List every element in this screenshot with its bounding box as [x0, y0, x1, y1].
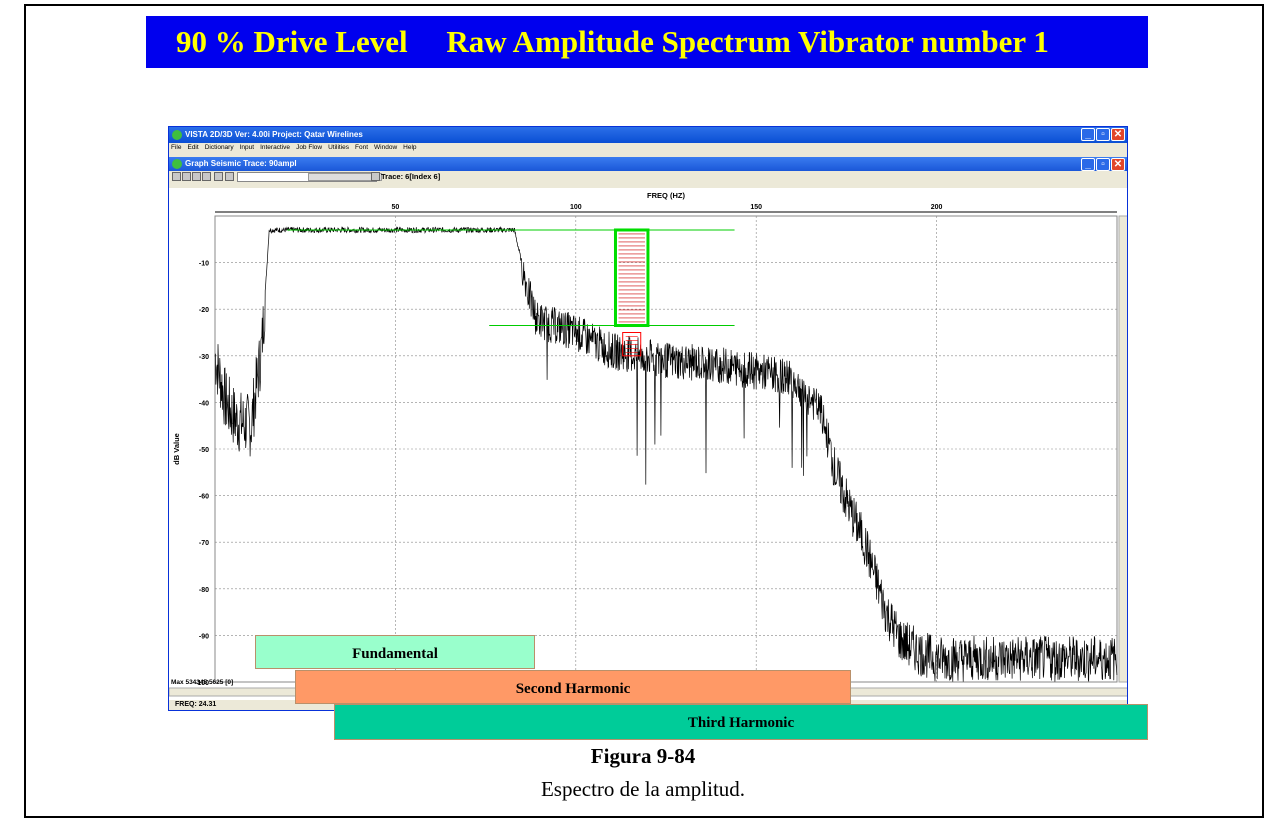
second-harmonic-band: Second Harmonic	[295, 670, 851, 704]
options-tool-icon[interactable]	[214, 172, 223, 181]
y-axis-label: dB Value	[172, 433, 181, 465]
x-tick-label: 100	[570, 204, 582, 211]
close-icon[interactable]: ✕	[1111, 128, 1125, 141]
y-tick-label: -20	[199, 307, 209, 314]
y-tick-label: -50	[199, 447, 209, 454]
close-icon[interactable]: ✕	[1111, 158, 1125, 171]
scroll-right-icon[interactable]	[371, 172, 380, 181]
spectrum-series-line	[214, 226, 1118, 682]
x-tick-label: 50	[392, 204, 400, 211]
print-tool-icon[interactable]	[202, 172, 211, 181]
window-controls: _ ▫ ✕	[1081, 128, 1125, 141]
menu-item-file[interactable]: File	[171, 144, 182, 151]
y-tick-label: -80	[199, 587, 209, 594]
minimize-icon[interactable]: _	[1081, 158, 1095, 171]
y-tick-label: -70	[199, 540, 209, 547]
figure-caption: Espectro de la amplitud.	[540, 777, 746, 801]
zoom-tool-icon[interactable]	[172, 172, 181, 181]
page-banner: 90 % Drive Level Raw Amplitude Spectrum …	[146, 16, 1148, 68]
menu-item-window[interactable]: Window	[374, 144, 398, 151]
y-tick-label: -60	[199, 494, 209, 501]
marker-box	[613, 228, 650, 328]
subwindow-controls: _ ▫ ✕	[1081, 158, 1125, 171]
restore-icon[interactable]: ▫	[1096, 158, 1110, 171]
spectrum-chart[interactable]: FREQ (HZ) 50 100 150 200 -10 -20 -30 -40 -50 -60 -7…	[169, 188, 1128, 702]
trace-scroll-thumb[interactable]	[308, 173, 382, 181]
subwindow-titlebar: Graph Seismic Trace: 90ampl _ ▫ ✕	[169, 157, 1127, 171]
y-tick-label: -40	[199, 400, 209, 407]
scroll-left-icon[interactable]	[225, 172, 234, 181]
menu-item-input[interactable]: Input	[239, 144, 255, 151]
dynamic-range-marker	[613, 228, 650, 328]
x-axis-label: FREQ (HZ)	[647, 191, 685, 200]
restore-icon[interactable]: ▫	[1096, 128, 1110, 141]
menu-item-help[interactable]: Help	[403, 144, 417, 151]
vertical-scrollbar	[1118, 215, 1127, 683]
menu-item-edit[interactable]: Edit	[187, 144, 199, 151]
menu-item-dictionary[interactable]: Dictionary	[204, 144, 234, 151]
y-tick-label: -90	[199, 633, 209, 640]
fundamental-band: Fundamental	[255, 635, 535, 669]
menu-item-font[interactable]: Font	[355, 144, 369, 151]
menu-bar: File Edit Dictionary Input Interactive Job Fl…	[169, 143, 1127, 153]
graph-toolbar: Trace: 6[Index 6]	[169, 171, 1127, 183]
pan-tool-icon[interactable]	[182, 172, 191, 181]
subwindow-title: Graph Seismic Trace: 90ampl	[185, 159, 297, 168]
max-label: Max 534345.5625 [0]	[171, 679, 233, 686]
marker-box	[622, 332, 642, 357]
trace-label: Trace: 6[Index 6]	[381, 172, 441, 181]
menu-item-job-flow[interactable]: Job Flow	[296, 144, 323, 151]
menu-item-interactive[interactable]: Interactive	[260, 144, 291, 151]
app-icon	[172, 130, 182, 140]
menu-item-utilities[interactable]: Utilities	[328, 144, 350, 151]
x-tick-label: 200	[931, 204, 943, 211]
trace-scrollbar[interactable]	[237, 172, 382, 182]
app-title: VISTA 2D/3D Ver: 4.00i Project: Qatar Wi…	[185, 130, 363, 139]
y-tick-label: -10	[199, 261, 209, 268]
y-tick-label: -30	[199, 354, 209, 361]
measure-tool-icon[interactable]	[192, 172, 201, 181]
vista-window: VISTA 2D/3D Ver: 4.00i Project: Qatar Wi…	[168, 126, 1128, 711]
minimize-icon[interactable]: _	[1081, 128, 1095, 141]
y-tick-label: -100	[195, 680, 209, 687]
subwindow-icon	[172, 159, 182, 169]
third-harmonic-band: Third Harmonic	[334, 704, 1148, 740]
plot-area	[214, 215, 1118, 683]
residual-marker	[622, 332, 642, 357]
app-titlebar: VISTA 2D/3D Ver: 4.00i Project: Qatar Wi…	[169, 127, 1127, 143]
x-tick-label: 150	[750, 204, 762, 211]
figure-title: Figura 9-84	[590, 744, 696, 768]
